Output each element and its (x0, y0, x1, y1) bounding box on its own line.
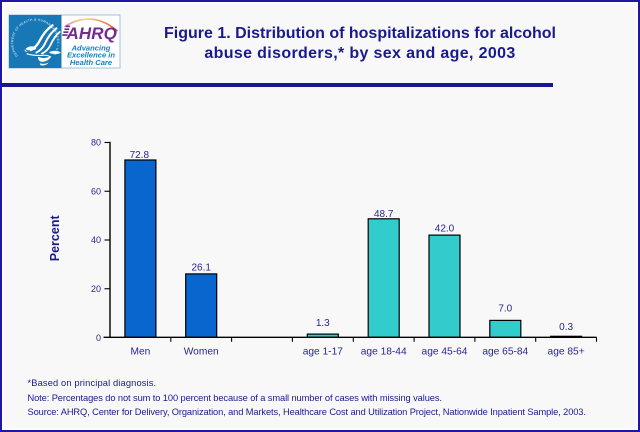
svg-text:Women: Women (184, 347, 219, 358)
svg-text:age 45-64: age 45-64 (422, 347, 468, 358)
svg-text:age 18-44: age 18-44 (361, 347, 407, 358)
svg-text:age 65-84: age 65-84 (482, 347, 528, 358)
svg-text:26.1: 26.1 (191, 263, 211, 274)
svg-text:72.8: 72.8 (130, 150, 150, 161)
svg-text:Excellence in: Excellence in (66, 51, 114, 60)
svg-text:Advancing: Advancing (70, 44, 110, 53)
svg-text:AHRQ: AHRQ (65, 24, 116, 43)
svg-text:40: 40 (91, 235, 101, 245)
svg-text:age 1-17: age 1-17 (303, 347, 344, 358)
svg-text:48.7: 48.7 (374, 209, 394, 220)
svg-text:Health Care: Health Care (69, 58, 112, 67)
svg-text:Men: Men (130, 347, 150, 358)
svg-text:60: 60 (91, 186, 101, 196)
svg-text:42.0: 42.0 (435, 224, 455, 235)
svg-text:20: 20 (91, 284, 101, 294)
svg-text:0.3: 0.3 (559, 322, 573, 333)
svg-text:7.0: 7.0 (498, 303, 512, 314)
svg-text:80: 80 (91, 138, 101, 148)
svg-text:0: 0 (96, 333, 101, 343)
svg-text:Percent: Percent (48, 215, 62, 262)
svg-text:age 85+: age 85+ (548, 347, 585, 358)
svg-text:1.3: 1.3 (316, 318, 330, 329)
